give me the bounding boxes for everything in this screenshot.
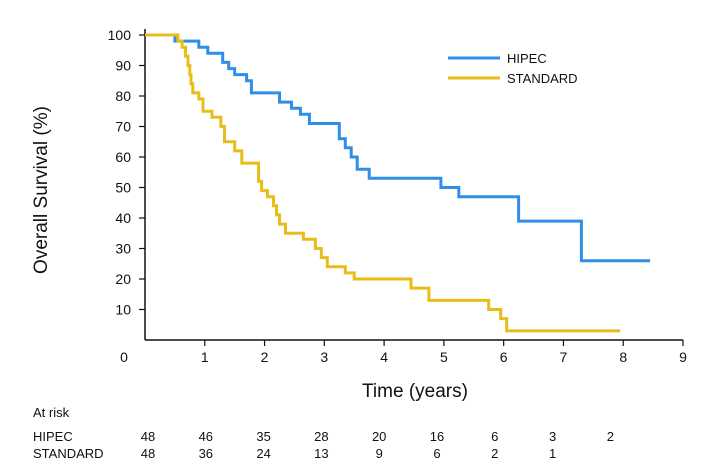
axes	[139, 29, 684, 346]
y-tick-label: 100	[108, 27, 132, 43]
y-tick-label: 80	[115, 88, 131, 104]
x-tick-label: 1	[201, 349, 209, 365]
at-risk-value: 28	[314, 429, 329, 444]
y-tick-label: 90	[115, 58, 131, 74]
x-tick-label: 7	[560, 349, 568, 365]
x-tick-label: 9	[679, 349, 687, 365]
y-tick-label: 20	[115, 271, 131, 287]
at-risk-row-label: HIPEC	[33, 429, 73, 444]
at-risk-value: 48	[140, 429, 156, 444]
series-line-hipec	[145, 33, 651, 263]
at-risk-value: 35	[256, 429, 271, 444]
at-risk-value: 1	[548, 446, 557, 461]
at-risk-row-standard: STANDARD 48 36 24 13 9 6 2 1	[0, 446, 718, 462]
at-risk-value: 36	[198, 446, 214, 461]
y-tick-label: 60	[115, 149, 131, 165]
at-risk-value: 46	[198, 429, 214, 444]
at-risk-value: 2	[491, 446, 499, 461]
at-risk-title: At risk	[33, 405, 70, 420]
y-tick-label: 50	[115, 180, 131, 196]
x-tick-label: 8	[619, 349, 627, 365]
series-line-standard	[145, 33, 621, 333]
legend: HIPEC STANDARD	[448, 51, 578, 86]
x-tick-label: 4	[380, 349, 388, 365]
x-tick-label: 2	[261, 349, 269, 365]
y-axis-title: Overall Survival (%)	[31, 106, 52, 274]
x-tick-label: 3	[320, 349, 328, 365]
legend-label-hipec: HIPEC	[507, 51, 547, 66]
x-tick-label: 5	[440, 349, 448, 365]
at-risk-value: 48	[140, 446, 156, 461]
x-tick-label: 0	[120, 349, 128, 365]
at-risk-row-label: STANDARD	[33, 446, 104, 461]
x-tick-label: 6	[500, 349, 508, 365]
at-risk-value: 20	[371, 429, 387, 444]
legend-label-standard: STANDARD	[507, 71, 578, 86]
at-risk-value: 2	[606, 429, 615, 444]
series-lines	[145, 33, 651, 333]
at-risk-value: 9	[375, 446, 383, 461]
at-risk-value: 6	[491, 429, 499, 444]
y-tick-label: 70	[115, 119, 131, 135]
y-tick-label: 10	[115, 302, 131, 318]
at-risk-value: 6	[433, 446, 441, 461]
at-risk-row-hipec: HIPEC 48 46 35 28 20 16 6 3 2	[0, 429, 718, 445]
at-risk-value: 24	[256, 446, 271, 461]
at-risk-value: 16	[429, 429, 445, 444]
survival-chart: 0 1 2 3 4 5 6 7 8 9 10 20 30 40 50 60 70 80 90 100 HIPEC STA…	[31, 27, 687, 402]
at-risk-value: 13	[314, 446, 329, 461]
at-risk-value: 3	[548, 429, 557, 444]
y-tick-label: 40	[115, 210, 131, 226]
tick-labels: 0 1 2 3 4 5 6 7 8 9 10 20 30 40 50 60 70 80 90 100	[108, 27, 687, 365]
x-axis-title: Time (years)	[362, 381, 468, 402]
y-tick-label: 30	[115, 241, 131, 257]
